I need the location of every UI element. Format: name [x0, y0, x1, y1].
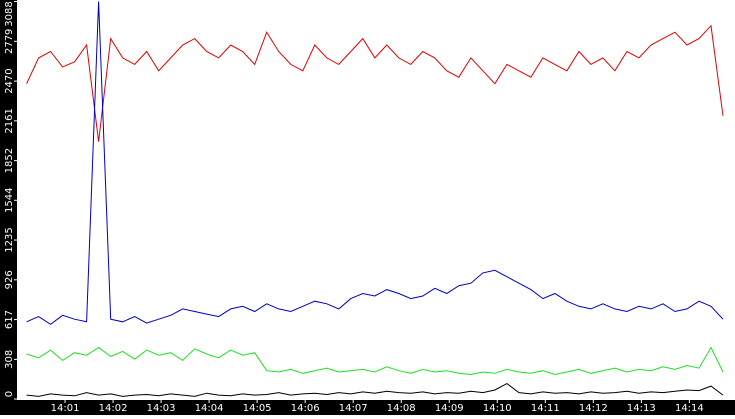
y-tick-label: 617 [4, 310, 15, 329]
x-tick-label: 14:07 [339, 403, 368, 414]
y-tick-label: 3088 [4, 1, 15, 26]
y-tick-label: 1235 [4, 227, 15, 252]
x-axis-strip [0, 400, 735, 415]
x-tick-label: 14:10 [483, 403, 512, 414]
y-axis-strip [0, 0, 17, 415]
x-tick-label: 14:02 [99, 403, 128, 414]
x-tick-label: 14:03 [147, 403, 176, 414]
x-tick-label: 14:12 [579, 403, 608, 414]
x-tick-label: 14:11 [531, 403, 560, 414]
series-line [26, 346, 724, 376]
y-tick-label: 308 [4, 350, 15, 369]
x-tick-label: 14:01 [51, 403, 80, 414]
x-tick-label: 14:06 [291, 403, 320, 414]
x-tick-label: 14:08 [387, 403, 416, 414]
y-tick-label: 1544 [4, 188, 15, 213]
y-tick-label: 0 [4, 391, 15, 397]
y-tick-label: 1852 [4, 148, 15, 173]
x-tick-label: 14:09 [435, 403, 464, 414]
y-tick-label: 2470 [4, 68, 15, 93]
x-tick-label: 14:05 [243, 403, 272, 414]
x-tick-label: 14:04 [195, 403, 224, 414]
x-tick-label: 14:13 [627, 403, 656, 414]
series-line [26, 383, 724, 397]
x-tick-label: 14:14 [675, 403, 704, 414]
series-line [26, 24, 724, 142]
y-tick-label: 2161 [4, 108, 15, 133]
y-tick-label: 2779 [4, 29, 15, 54]
y-tick-label: 926 [4, 270, 15, 289]
series-line [26, 1, 724, 325]
